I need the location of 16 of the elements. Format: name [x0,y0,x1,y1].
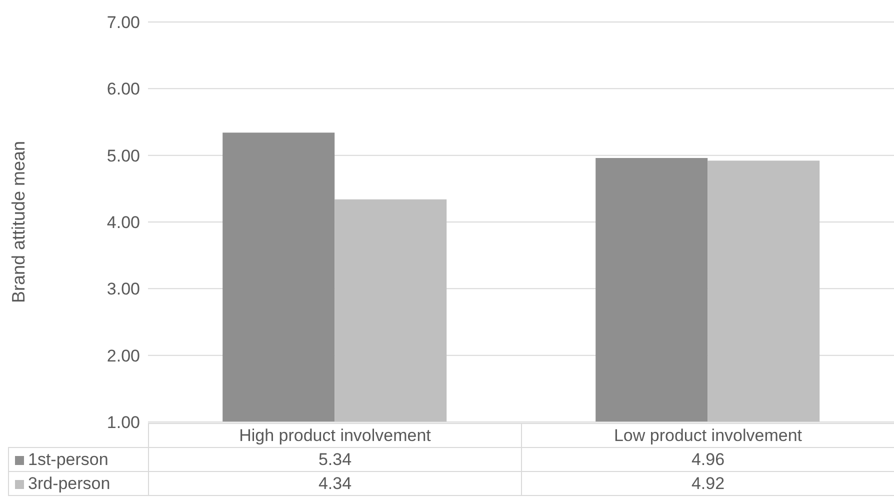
data-label: 4.34 [148,472,522,496]
data-label: 5.34 [148,448,522,472]
y-axis-title: Brand attitude mean [8,140,28,304]
y-tick-label: 6.00 [106,80,140,99]
y-tick-label: 4.00 [106,213,140,232]
y-tick-label: 1.00 [106,413,140,432]
y-tick-label: 3.00 [106,280,140,299]
y-tick-label: 7.00 [106,13,140,32]
y-tick-label: 5.00 [106,146,140,166]
x-tick-label: Low product involvement [522,424,894,448]
x-tick-label: High product involvement [148,424,522,448]
data-label: 4.96 [522,448,894,472]
legend-label: 1st-person [8,448,148,472]
data-label: 4.92 [522,472,894,496]
y-tick-label: 2.00 [106,346,140,366]
legend-label: 3rd-person [8,472,148,496]
